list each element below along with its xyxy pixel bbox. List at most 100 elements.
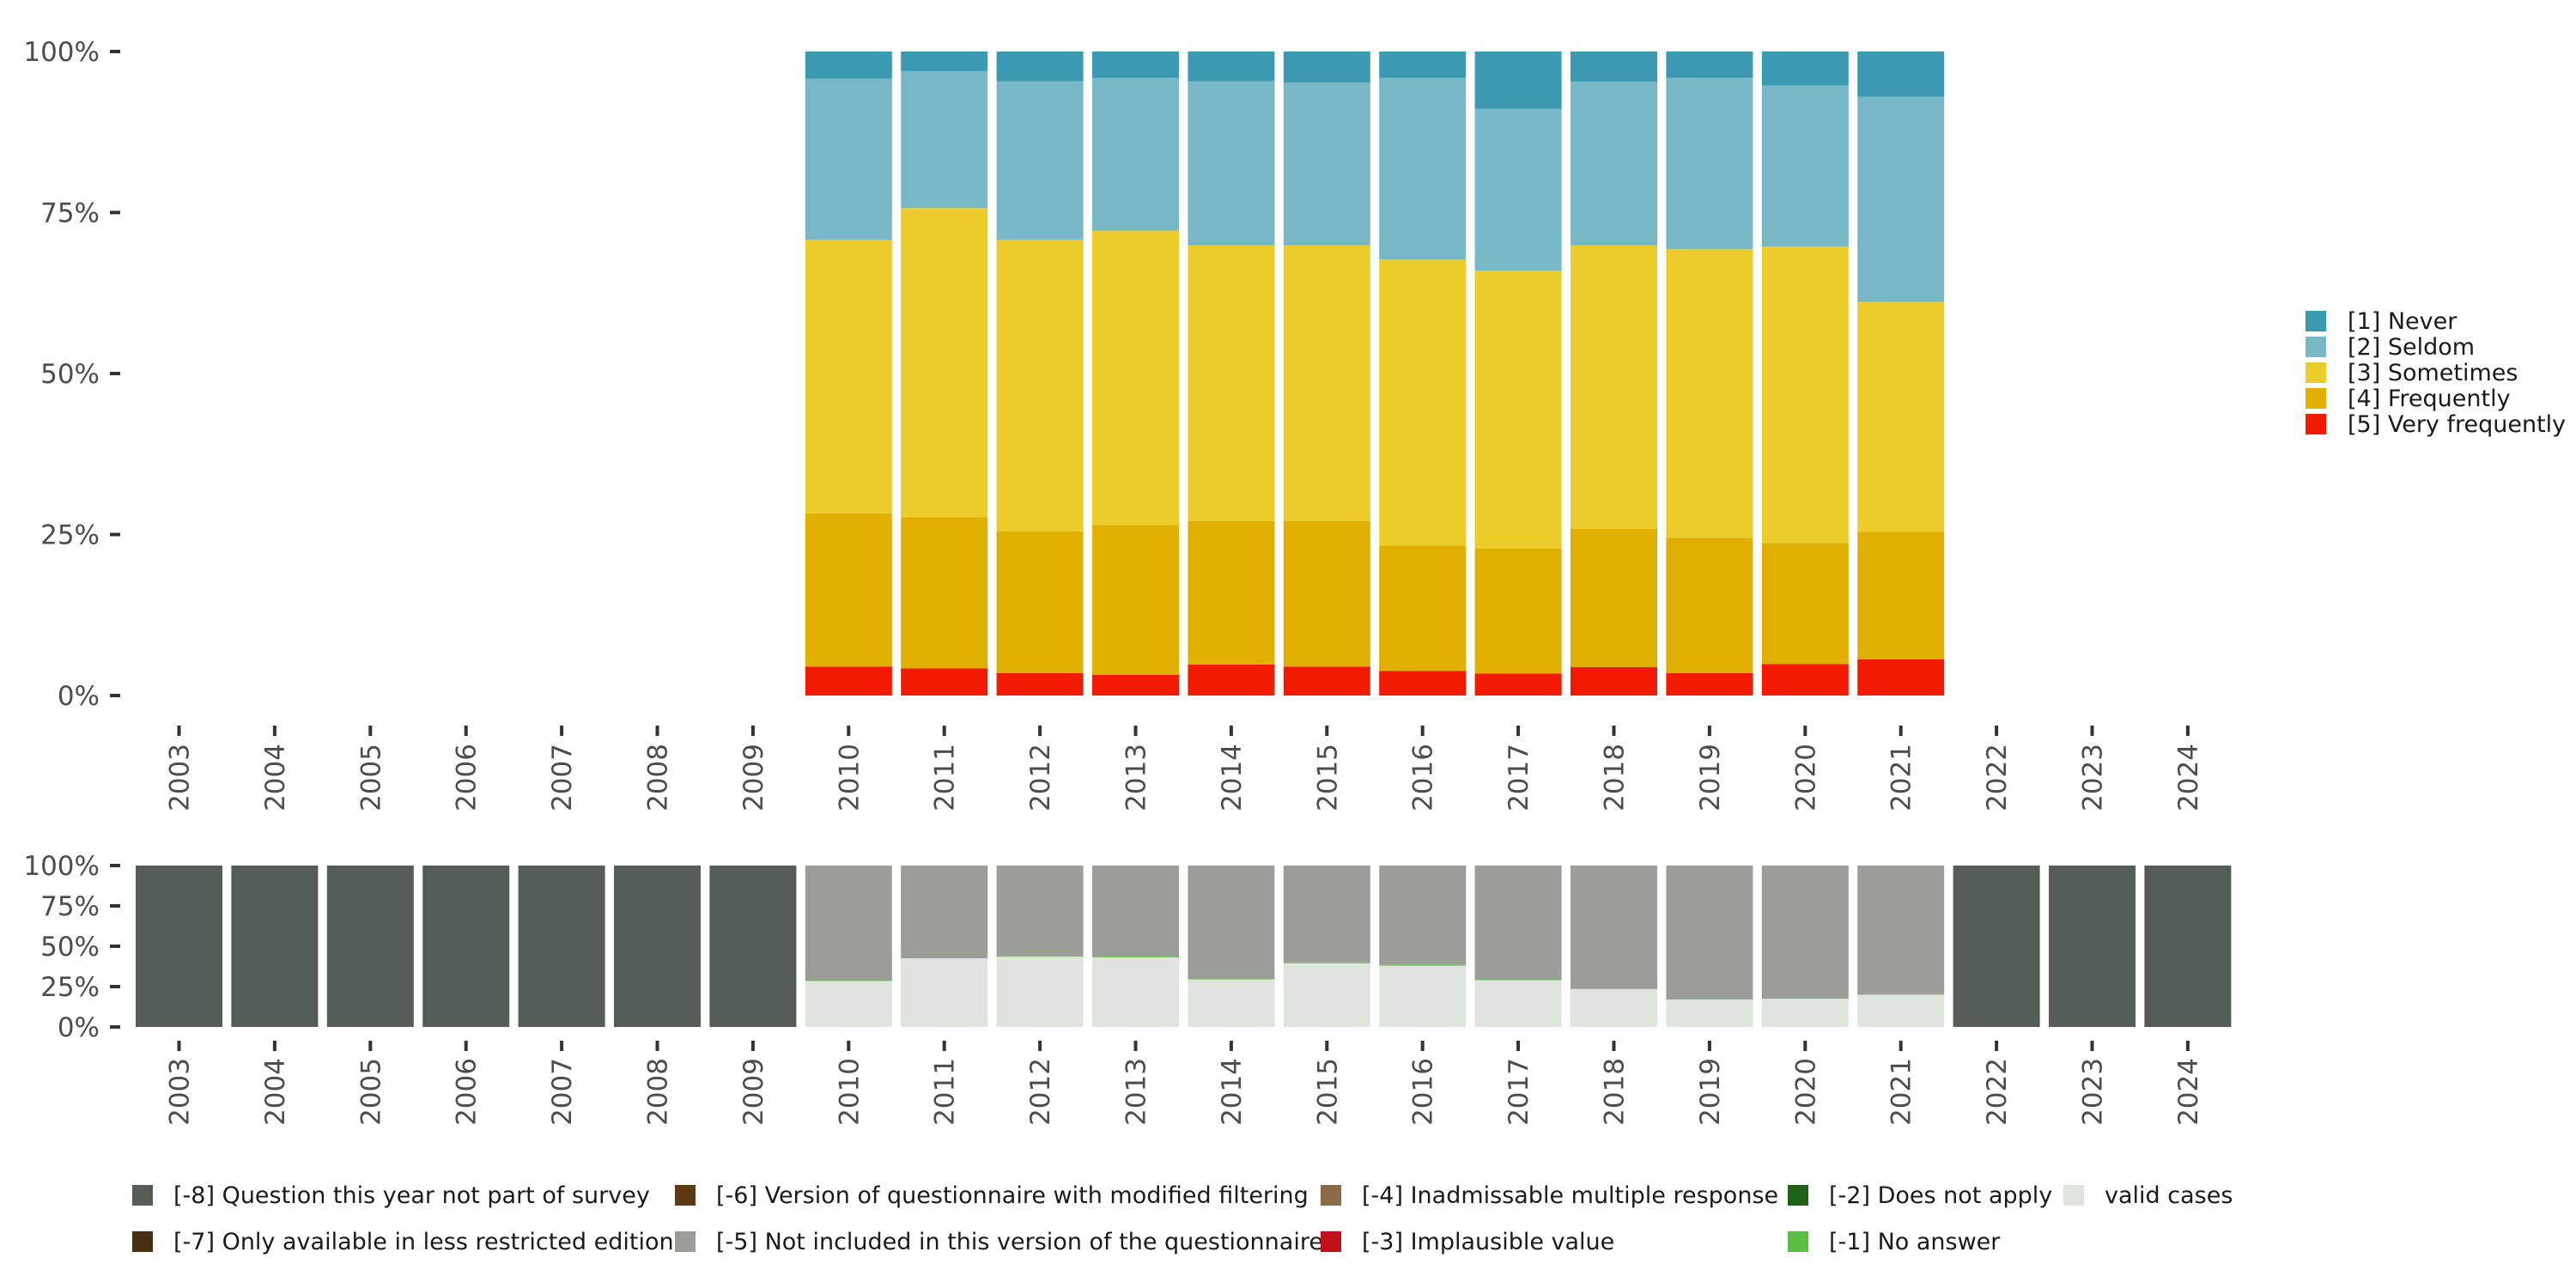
legend-swatch-8-question-this-year-not-part-of-survey (132, 1185, 153, 1206)
x-tick-label: 2012 (1025, 1058, 1056, 1126)
y-tick-label: 50% (40, 359, 100, 390)
x-tick-label: 2009 (738, 1058, 769, 1126)
legend-label: [-7] Only available in less restricted e… (173, 1229, 674, 1255)
bar-segment-4-frequently-2013 (1092, 525, 1179, 675)
x-tick-label: 2009 (738, 744, 769, 811)
x-tick-label: 2015 (1312, 744, 1343, 811)
x-tick-label: 2005 (355, 1058, 386, 1126)
bar-segment-valid-cases-2011 (901, 958, 988, 1027)
bar-segment-5-very-frequently-2019 (1666, 672, 1753, 696)
legend-label: valid cases (2105, 1182, 2233, 1209)
bar-segment-4-frequently-2010 (805, 513, 892, 667)
legend-label: [-6] Version of questionnaire with modif… (716, 1182, 1309, 1209)
bar-segment-3-sometimes-2010 (805, 240, 892, 513)
y-tick-label: 100% (23, 37, 100, 68)
legend-label: [3] Sometimes (2348, 360, 2518, 386)
x-tick-label: 2023 (2078, 1058, 2109, 1126)
bar-segment-1-never-2019 (1666, 52, 1753, 78)
bar-segment-5-very-frequently-2017 (1474, 673, 1562, 696)
bar-segment-1-never-2010 (805, 52, 892, 79)
legend-swatch-1-never (2306, 311, 2326, 331)
bar-segment-2-seldom-2020 (1761, 85, 1849, 247)
bar-segment-5-very-frequently-2010 (805, 666, 892, 696)
bar-segment-8-question-this-year-not-part-of-survey-2022 (1953, 866, 2040, 1027)
bar-segment-5-not-included-in-this-version-of-the-questionnaire-2013 (1092, 866, 1179, 957)
legend-swatch-1-no-answer (1788, 1231, 1808, 1252)
y-tick-label: 75% (40, 198, 100, 229)
bar-segment-2-seldom-2019 (1666, 77, 1753, 250)
x-tick-label: 2016 (1408, 744, 1439, 811)
bar-segment-1-no-answer-2012 (996, 956, 1084, 957)
x-tick-label: 2019 (1695, 744, 1726, 811)
bar-segment-5-very-frequently-2018 (1571, 667, 1657, 696)
legend-swatch-7-only-available-in-less-restricted-edition (132, 1231, 153, 1252)
y-tick-label: 25% (40, 972, 100, 1003)
bar-segment-5-not-included-in-this-version-of-the-questionnaire-2012 (996, 866, 1084, 957)
top-legend: [1] Never[2] Seldom[3] Sometimes[4] Freq… (2306, 308, 2566, 438)
legend-label: [4] Frequently (2348, 386, 2511, 412)
x-tick-label: 2014 (1217, 1058, 1248, 1126)
bar-segment-5-very-frequently-2012 (996, 672, 1084, 696)
bar-segment-valid-cases-2018 (1571, 988, 1657, 1027)
x-tick-label: 2007 (547, 744, 578, 811)
bar-segment-8-question-this-year-not-part-of-survey-2004 (231, 866, 319, 1027)
x-tick-label: 2003 (165, 1058, 196, 1126)
bar-segment-5-very-frequently-2021 (1857, 659, 1945, 696)
bar-segment-3-sometimes-2018 (1571, 245, 1657, 529)
bar-segment-5-very-frequently-2020 (1761, 664, 1849, 696)
bar-segment-3-sometimes-2011 (901, 208, 988, 518)
x-tick-label: 2013 (1121, 1058, 1152, 1126)
bar-segment-4-frequently-2014 (1188, 520, 1275, 665)
x-tick-label: 2019 (1695, 1058, 1726, 1126)
x-tick-label: 2022 (1982, 744, 2013, 811)
x-tick-label: 2010 (834, 1058, 865, 1126)
bar-segment-5-very-frequently-2014 (1188, 665, 1275, 696)
bar-segment-3-sometimes-2021 (1857, 301, 1945, 532)
y-tick-label: 0% (58, 681, 100, 712)
legend-swatch-4-inadmissable-multiple-response (1321, 1185, 1341, 1206)
bar-segment-3-sometimes-2019 (1666, 249, 1753, 538)
bar-segment-2-seldom-2010 (805, 78, 892, 240)
bar-segment-1-never-2015 (1283, 52, 1370, 82)
x-tick-label: 2022 (1982, 1058, 2013, 1126)
bar-segment-valid-cases-2014 (1188, 979, 1275, 1027)
bar-segment-1-never-2021 (1857, 52, 1945, 97)
x-tick-label: 2021 (1886, 744, 1917, 811)
legend-label: [-8] Question this year not part of surv… (173, 1182, 650, 1209)
bar-segment-4-frequently-2017 (1474, 549, 1562, 674)
y-tick-label: 50% (40, 932, 100, 963)
bar-segment-valid-cases-2012 (996, 957, 1084, 1027)
bar-segment-8-question-this-year-not-part-of-survey-2007 (518, 866, 605, 1027)
bar-segment-2-seldom-2011 (901, 70, 988, 209)
bar-segment-1-never-2020 (1761, 52, 1849, 86)
legend-swatch-3-implausible-value (1321, 1231, 1341, 1252)
bar-segment-2-seldom-2013 (1092, 77, 1179, 231)
bar-segment-5-not-included-in-this-version-of-the-questionnaire-2010 (805, 866, 892, 981)
bar-segment-8-question-this-year-not-part-of-survey-2005 (326, 866, 414, 1027)
bar-segment-5-very-frequently-2011 (901, 668, 988, 696)
legend-swatch-4-frequently (2306, 388, 2326, 409)
x-tick-label: 2020 (1790, 744, 1821, 811)
bar-segment-4-frequently-2021 (1857, 532, 1945, 659)
x-tick-label: 2017 (1504, 1058, 1534, 1126)
x-tick-label: 2008 (643, 744, 674, 811)
x-tick-label: 2016 (1408, 1058, 1439, 1126)
bar-segment-1-no-answer-2016 (1379, 964, 1467, 966)
bar-segment-8-question-this-year-not-part-of-survey-2003 (136, 866, 222, 1027)
x-tick-label: 2010 (834, 744, 865, 811)
legend-label: [2] Seldom (2348, 334, 2475, 361)
x-tick-label: 2013 (1121, 744, 1152, 811)
bar-segment-3-sometimes-2013 (1092, 230, 1179, 526)
bar-segment-4-frequently-2019 (1666, 538, 1753, 673)
bar-segment-3-sometimes-2016 (1379, 259, 1467, 546)
bar-segment-3-sometimes-2020 (1761, 246, 1849, 544)
bar-segment-2-seldom-2016 (1379, 77, 1467, 260)
x-tick-label: 2006 (452, 744, 483, 811)
legend-label: [5] Very frequently (2348, 411, 2566, 438)
bar-segment-8-question-this-year-not-part-of-survey-2008 (614, 866, 701, 1027)
x-tick-label: 2006 (452, 1058, 483, 1126)
bar-segment-1-never-2017 (1474, 52, 1562, 109)
bar-segment-1-never-2016 (1379, 52, 1467, 78)
bottom-stacked-bar-chart: 0% 25% 50% 75% 100% 2003 2004 2005 2006 2007 2008 2… (23, 851, 2232, 1126)
bar-segment-3-sometimes-2012 (996, 240, 1084, 532)
